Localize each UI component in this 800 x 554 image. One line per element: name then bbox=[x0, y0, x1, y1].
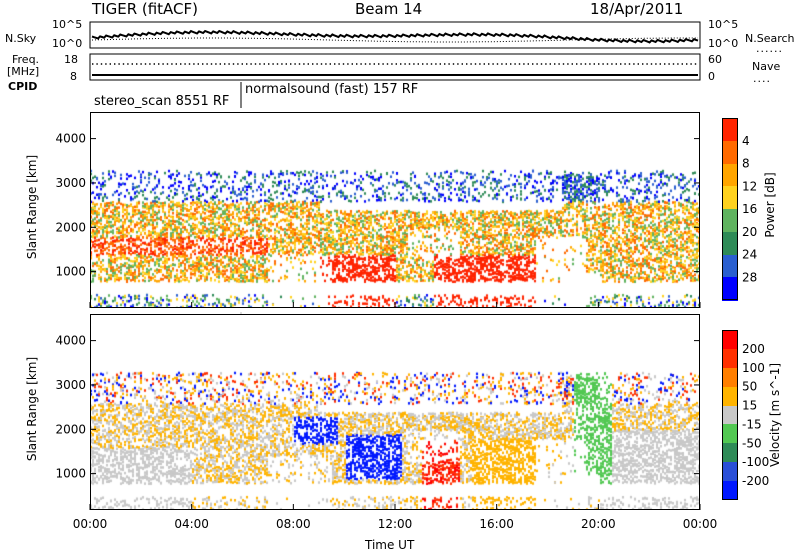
colorbar-swatch bbox=[722, 348, 738, 369]
colorbar-swatch bbox=[722, 186, 738, 210]
x-tick-label: 20:00 bbox=[581, 517, 616, 531]
cpid-segment-2: normalsound (fast) 157 RF bbox=[245, 82, 419, 97]
freq-label: Freq. bbox=[12, 53, 40, 66]
y-tick-label: 1000 bbox=[55, 467, 86, 481]
nsky-right-top-tick: 10^5 bbox=[708, 18, 739, 31]
colorbar-swatch bbox=[722, 462, 738, 482]
velocity-colorbar-label: Velocity [m s^-1] bbox=[768, 362, 782, 468]
nave-legend-line: .... bbox=[753, 72, 771, 85]
colorbar-swatch bbox=[722, 277, 738, 301]
cpid-segment-1: stereo_scan 8551 RF bbox=[94, 94, 230, 109]
power-heatmap bbox=[90, 112, 700, 308]
freq-left-top-tick: 18 bbox=[64, 53, 78, 66]
colorbar-tick-label: 50 bbox=[742, 380, 757, 394]
y-tick-label: 4000 bbox=[55, 334, 86, 348]
colorbar-tick-label: -200 bbox=[742, 474, 769, 488]
x-tick-label: 08:00 bbox=[276, 517, 311, 531]
freq-unit-label: [MHz] bbox=[7, 65, 40, 78]
nsky-label: N.Sky bbox=[5, 32, 37, 45]
x-tick-label: 16:00 bbox=[479, 517, 514, 531]
colorbar-tick-label: 8 bbox=[742, 157, 750, 171]
x-tick-label: 12:00 bbox=[378, 517, 413, 531]
colorbar-swatch bbox=[722, 209, 738, 233]
velocity-colorbar bbox=[722, 330, 738, 501]
nave-right-bottom-tick: 0 bbox=[708, 70, 715, 83]
colorbar-tick-label: 4 bbox=[742, 134, 750, 148]
colorbar-tick-label: 100 bbox=[742, 361, 765, 375]
y-tick-label: 3000 bbox=[55, 378, 86, 392]
colorbar-swatch bbox=[722, 481, 738, 501]
colorbar-swatch bbox=[722, 163, 738, 187]
colorbar-swatch bbox=[722, 254, 738, 278]
colorbar-swatch bbox=[722, 140, 738, 164]
colorbar-tick-label: 20 bbox=[742, 225, 757, 239]
y-tick-label: 2000 bbox=[55, 422, 86, 436]
colorbar-tick-label: 24 bbox=[742, 248, 757, 262]
x-tick-label: 00:00 bbox=[683, 517, 718, 531]
velocity-ylabel: Slant Range [km] bbox=[25, 356, 39, 462]
nsky-left-bottom-tick: 10^0 bbox=[52, 37, 83, 50]
nsearch-label: N.Search bbox=[745, 32, 795, 45]
velocity-heatmap bbox=[90, 314, 700, 510]
nsearch-legend-line: ...... bbox=[756, 42, 783, 55]
cpid-label: CPID bbox=[8, 80, 38, 93]
nave-right-top-tick: 60 bbox=[708, 53, 722, 66]
xlabel: Time UT bbox=[365, 538, 415, 552]
colorbar-tick-label: -100 bbox=[742, 455, 769, 469]
colorbar-tick-label: 200 bbox=[742, 342, 765, 356]
colorbar-tick-label: -50 bbox=[742, 436, 762, 450]
y-tick-label: 1000 bbox=[55, 265, 86, 279]
colorbar-swatch bbox=[722, 443, 738, 463]
power-colorbar-label: Power [dB] bbox=[763, 172, 777, 238]
nsearch-trace bbox=[91, 37, 698, 43]
power-ylabel: Slant Range [km] bbox=[25, 154, 39, 260]
colorbar-swatch bbox=[722, 330, 738, 350]
y-tick-label: 3000 bbox=[55, 176, 86, 190]
freq-panel-frame bbox=[89, 53, 701, 81]
colorbar-swatch bbox=[722, 405, 738, 425]
date-label: 18/Apr/2011 bbox=[590, 0, 684, 18]
colorbar-tick-label: -15 bbox=[742, 417, 762, 431]
x-tick-label: 00:00 bbox=[73, 517, 108, 531]
colorbar-swatch bbox=[722, 231, 738, 255]
nsky-left-top-tick: 10^5 bbox=[52, 18, 83, 31]
colorbar-swatch bbox=[722, 367, 738, 388]
y-tick-label: 2000 bbox=[55, 220, 86, 234]
colorbar-tick-label: 15 bbox=[742, 399, 757, 413]
colorbar-swatch bbox=[722, 386, 738, 407]
nave-label: Nave bbox=[752, 60, 781, 73]
radar-title: TIGER (fitACF) bbox=[92, 0, 199, 18]
nsky-right-bottom-tick: 10^0 bbox=[708, 37, 739, 50]
nsky-panel-frame bbox=[89, 21, 701, 49]
x-tick-label: 04:00 bbox=[174, 517, 209, 531]
colorbar-tick-label: 16 bbox=[742, 202, 757, 216]
beam-label: Beam 14 bbox=[355, 0, 423, 18]
nsky-trace bbox=[91, 29, 699, 44]
colorbar-tick-label: 12 bbox=[742, 179, 757, 193]
y-tick-label: 4000 bbox=[55, 132, 86, 146]
colorbar-tick-label: 28 bbox=[742, 270, 757, 284]
colorbar-swatch bbox=[722, 118, 738, 142]
colorbar-swatch bbox=[722, 424, 738, 444]
power-colorbar bbox=[722, 118, 738, 301]
freq-left-bottom-tick: 8 bbox=[70, 70, 77, 83]
